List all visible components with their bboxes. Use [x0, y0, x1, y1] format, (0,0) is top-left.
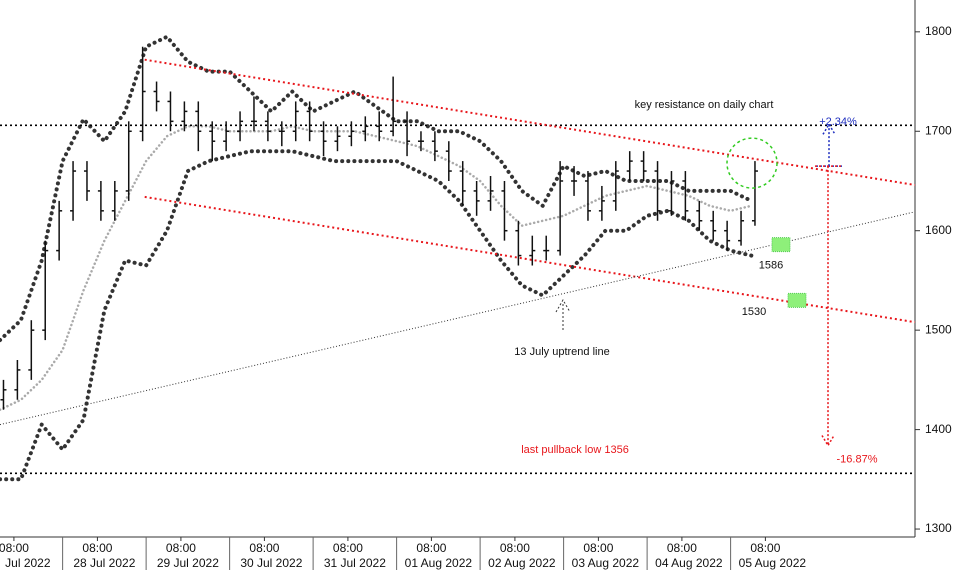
date-label: 01 Aug 2022 — [405, 556, 473, 570]
x-tick-label: 08:00 — [333, 541, 363, 555]
date-label: 04 Aug 2022 — [655, 556, 723, 570]
marker-label: 1530 — [742, 306, 766, 318]
date-label: 30 Jul 2022 — [240, 556, 302, 570]
x-tick-label: 08:00 — [82, 541, 112, 555]
band-middle — [0, 125, 753, 411]
date-label: 02 Aug 2022 — [488, 556, 556, 570]
annotation: 13 July uptrend line — [514, 346, 609, 358]
marker-label: 1586 — [759, 260, 783, 272]
date-label: 05 Aug 2022 — [739, 556, 807, 570]
trendline — [144, 195, 916, 324]
y-tick-label: 1700 — [925, 123, 952, 137]
band-upper — [0, 34, 754, 343]
annotation-arrow — [555, 299, 571, 330]
plot-area — [0, 34, 916, 482]
arrow-label: -16.87% — [837, 453, 878, 465]
x-tick-label: 08:00 — [750, 541, 780, 555]
annotation: last pullback low 1356 — [521, 444, 629, 456]
x-tick-label: 08:00 — [667, 541, 697, 555]
x-tick-label: 08:00 — [249, 541, 279, 555]
level-marker — [787, 292, 807, 308]
highlight-circle — [726, 137, 778, 189]
y-tick-label: 1600 — [925, 223, 952, 237]
annotation: key resistance on daily chart — [635, 99, 774, 111]
x-tick-label: 08:00 — [583, 541, 613, 555]
date-label: 29 Jul 2022 — [157, 556, 219, 570]
x-tick-label: 08:00 — [166, 541, 196, 555]
x-tick-label: 08:00 — [500, 541, 530, 555]
y-tick-label: 1400 — [925, 422, 952, 436]
y-tick-label: 1800 — [925, 24, 952, 38]
date-label: Jul 2022 — [5, 556, 51, 570]
date-label: 31 Jul 2022 — [324, 556, 386, 570]
trendline — [144, 58, 916, 186]
x-tick-label: 08:00 — [416, 541, 446, 555]
arrow-label: +2.34% — [819, 116, 857, 128]
y-tick-label: 1500 — [925, 322, 952, 336]
level-marker — [771, 237, 791, 253]
trendline — [0, 211, 916, 426]
date-label: 03 Aug 2022 — [572, 556, 640, 570]
date-label: 28 Jul 2022 — [73, 556, 135, 570]
y-tick-label: 1300 — [925, 521, 952, 535]
x-tick-label: 08:00 — [0, 541, 29, 555]
